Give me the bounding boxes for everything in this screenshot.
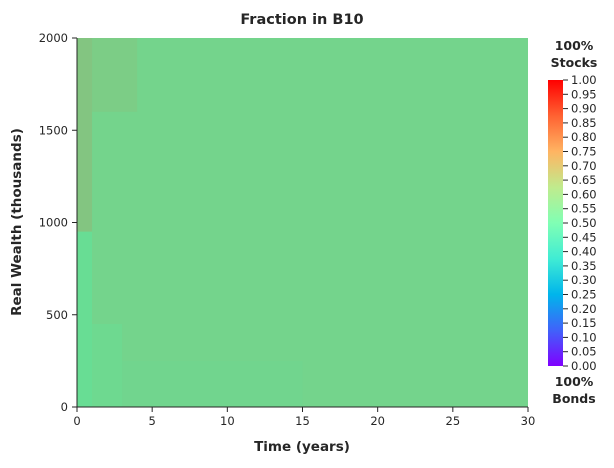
heatmap-cell: [77, 38, 93, 232]
colorbar-tick-label: 0.10: [571, 330, 597, 344]
colorbar-tick-label: 0.05: [571, 345, 597, 359]
x-axis-label: Time (years): [254, 439, 350, 455]
colorbar-tick-label: 0.20: [571, 302, 597, 316]
colorbar-bottom-label-line2: Bonds: [552, 391, 595, 406]
heatmap-area: [77, 38, 528, 407]
y-ticks: 0 500 1000 1500 2000: [39, 31, 77, 414]
colorbar-tick-label: 0.75: [571, 145, 597, 159]
x-tick-label: 20: [370, 414, 385, 428]
colorbar-tick-label: 0.35: [571, 259, 597, 273]
colorbar-tick-label: 0.60: [571, 187, 597, 201]
colorbar-tick-label: 0.90: [571, 102, 597, 116]
heatmap-cell: [92, 323, 123, 407]
chart-title: Fraction in B10: [240, 12, 363, 28]
colorbar-tick-label: 0.40: [571, 245, 597, 259]
heatmap-cell: [77, 231, 93, 407]
colorbar-tick-label: 0.55: [571, 202, 597, 216]
x-tick-label: 0: [73, 414, 80, 428]
y-tick-label: 1500: [39, 123, 68, 137]
x-tick-label: 15: [295, 414, 310, 428]
colorbar-tick-label: 0.70: [571, 159, 597, 173]
colorbar-tick-label: 0.45: [571, 230, 597, 244]
x-tick-label: 5: [149, 414, 156, 428]
colorbar-tick-label: 1.00: [571, 73, 597, 87]
colorbar-top-label-line2: Stocks: [551, 55, 598, 70]
y-axis-label: Real Wealth (thousands): [9, 128, 25, 316]
heatmap-cell: [77, 38, 528, 407]
x-tick-label: 25: [446, 414, 461, 428]
y-tick-label: 0: [61, 400, 68, 414]
colorbar-gradient: [548, 80, 563, 366]
colorbar-tick-label: 0.30: [571, 273, 597, 287]
colorbar-tick-label: 0.50: [571, 216, 597, 230]
y-tick-label: 500: [46, 308, 68, 322]
colorbar-tick-label: 0.15: [571, 316, 597, 330]
x-ticks: 0 5 10 15 20 25 30: [73, 407, 535, 428]
colorbar-bottom-label-line1: 100%: [555, 374, 594, 389]
colorbar-tick-label: 0.00: [571, 359, 597, 373]
colorbar-tick-label: 0.25: [571, 288, 597, 302]
colorbar-ticks: 0.000.050.100.150.200.250.300.350.400.45…: [563, 73, 597, 373]
colorbar-top-label-line1: 100%: [555, 38, 594, 53]
x-tick-label: 10: [220, 414, 235, 428]
heatmap-cell: [122, 360, 303, 407]
colorbar-tick-label: 0.85: [571, 116, 597, 130]
colorbar-tick-label: 0.95: [571, 87, 597, 101]
colorbar-tick-label: 0.65: [571, 173, 597, 187]
x-tick-label: 30: [521, 414, 536, 428]
y-tick-label: 1000: [39, 216, 68, 230]
colorbar-tick-label: 0.80: [571, 130, 597, 144]
y-tick-label: 2000: [39, 31, 68, 45]
